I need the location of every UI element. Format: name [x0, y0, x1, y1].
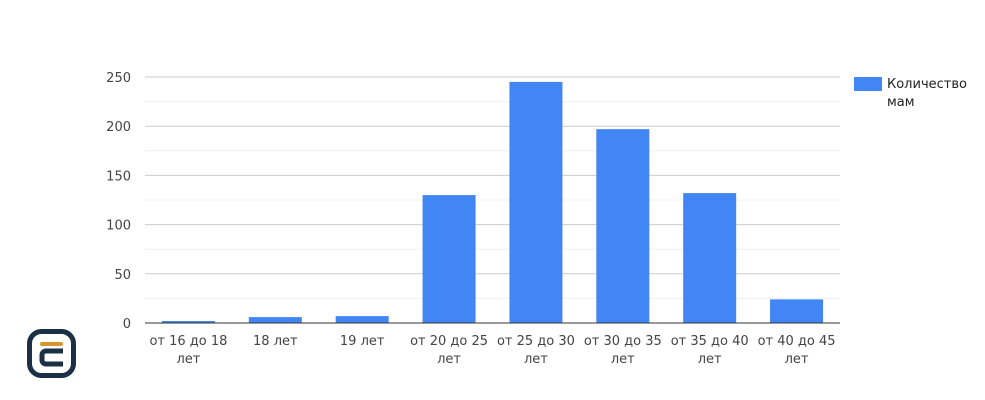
x-tick-label: от 16 до 18 [149, 334, 227, 349]
x-tick-label: от 35 до 40 [671, 334, 749, 349]
bar [422, 195, 476, 323]
x-tick-label: лет [698, 352, 722, 367]
bar [683, 193, 737, 323]
x-tick-label: лет [785, 352, 809, 367]
legend-label-line: Количество [887, 77, 967, 92]
bar [770, 299, 824, 323]
y-tick-label: 100 [106, 219, 131, 234]
y-tick-label: 50 [114, 268, 131, 283]
x-tick-label: 19 лет [340, 334, 385, 349]
bar [335, 316, 389, 323]
bar [596, 129, 650, 323]
x-tick-label: от 30 до 35 [584, 334, 662, 349]
legend-label: Количество мам [887, 76, 982, 112]
bar [161, 321, 215, 323]
x-tick-label: лет [176, 352, 200, 367]
legend: Количество мам [854, 76, 982, 112]
legend-label-line: мам [887, 95, 915, 110]
x-tick-label: лет [524, 352, 548, 367]
legend-swatch [854, 77, 882, 91]
bar [509, 81, 563, 323]
y-tick-label: 150 [106, 169, 131, 184]
x-tick-label: 18 лет [253, 334, 298, 349]
y-tick-label: 250 [106, 71, 131, 86]
y-tick-label: 200 [106, 120, 131, 135]
y-tick-label: 0 [123, 317, 131, 332]
x-tick-label: лет [437, 352, 461, 367]
bar [248, 317, 302, 323]
brand-logo-icon [27, 329, 76, 378]
x-tick-label: от 40 до 45 [758, 334, 836, 349]
x-tick-label: от 20 до 25 [410, 334, 488, 349]
x-tick-label: от 25 до 30 [497, 334, 575, 349]
x-tick-label: лет [611, 352, 635, 367]
